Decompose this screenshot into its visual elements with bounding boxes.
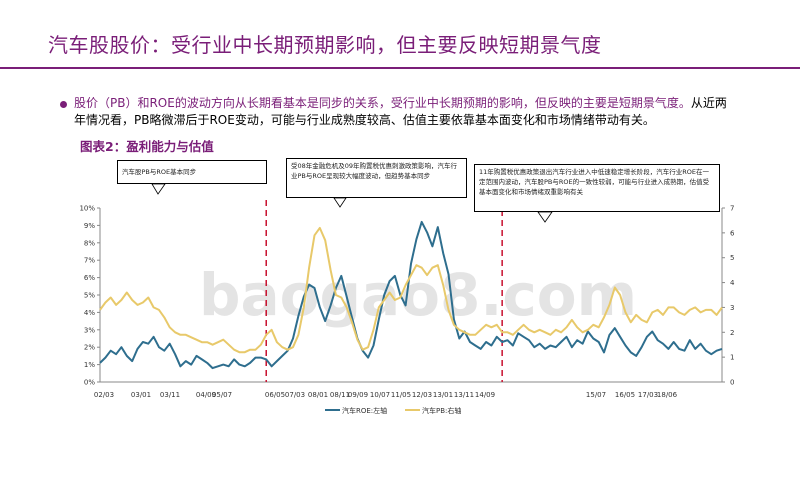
- callout-3-pointer: [537, 211, 553, 223]
- bullet-dot-icon: [60, 101, 67, 108]
- x-tick-label: 13/01: [433, 391, 453, 399]
- x-tick-label: 08/01: [308, 391, 328, 399]
- x-tick-label: 04/09: [196, 391, 216, 399]
- legend-pb-label: 汽车PB:右轴: [422, 406, 461, 415]
- y-left-tick-label: 10%: [79, 205, 95, 213]
- y-right-tick-label: 2: [730, 329, 734, 337]
- roe-series-line: [99, 220, 723, 370]
- y-left-tick-label: 0%: [84, 379, 95, 387]
- bullet-text: 股价（PB）和ROE的波动方向从长期看基本是同步的关系，受行业中长期预期的影响，…: [74, 95, 734, 129]
- y-left-tick-label: 4%: [84, 309, 95, 317]
- x-tick-label: 15/07: [586, 391, 606, 399]
- y-left-tick-label: 5%: [84, 292, 95, 300]
- callout-3: 11年购置税优惠政策退出汽车行业进入中低速稳定增长阶段，汽车行业ROE在一定范围…: [474, 164, 720, 212]
- x-tick-label: 13/11: [454, 391, 474, 399]
- y-right-tick-label: 1: [730, 354, 734, 362]
- y-left-tick-label: 3%: [84, 326, 95, 334]
- y-right-tick-label: 7: [730, 205, 734, 213]
- x-tick-label: 09/09: [348, 391, 368, 399]
- x-tick-label: 08/11: [330, 391, 350, 399]
- bullet-part1: 股价（PB）和ROE的波动方向从长期看基本是同步的关系，受行业中长期预期的影响，…: [74, 96, 691, 110]
- title-divider: [0, 67, 800, 69]
- y-left-tick-label: 8%: [84, 239, 95, 247]
- x-tick-label: 14/09: [475, 391, 495, 399]
- y-left-tick-label: 2%: [84, 344, 95, 352]
- y-left-tick-label: 7%: [84, 257, 95, 265]
- y-left-tick-label: 9%: [84, 222, 95, 230]
- callout-2: 受08年金融危机及09年购置税优惠刺激政策影响，汽车行业PB与ROE呈现较大幅度…: [286, 158, 467, 198]
- x-tick-label: 07/03: [285, 391, 305, 399]
- x-tick-label: 02/03: [94, 391, 114, 399]
- y-right-tick-label: 3: [730, 304, 734, 312]
- y-right-tick-label: 6: [730, 229, 735, 237]
- x-tick-label: 06/05: [265, 391, 285, 399]
- y-right-tick-label: 5: [730, 254, 734, 262]
- x-tick-label: 11/05: [391, 391, 411, 399]
- figure-label: 图表2：盈利能力与估值: [80, 139, 214, 154]
- bullet-part2: 从近两年情况看，PB略微滞后于ROE变动，可能与行业成熟度较高、估值主要依靠基本…: [74, 96, 727, 127]
- page-title: 汽车股股价：受行业中长期预期影响，但主要反映短期景气度: [48, 33, 602, 57]
- watermark: baogao8.com: [199, 261, 637, 329]
- y-left-tick-label: 1%: [84, 361, 95, 369]
- callout-1-pointer: [151, 183, 166, 195]
- x-tick-label: 03/01: [131, 391, 151, 399]
- callout-1: 汽车股PB与ROE基本同步: [117, 160, 267, 184]
- callout-2-pointer: [333, 197, 347, 208]
- x-tick-label: 03/11: [160, 391, 180, 399]
- y-right-tick-label: 4: [730, 279, 735, 287]
- pb-series-line: [99, 226, 723, 354]
- legend-roe-label: 汽车ROE:左轴: [342, 406, 387, 415]
- x-tick-label: 18/06: [657, 391, 678, 399]
- x-tick-label: 10/07: [370, 391, 390, 399]
- x-tick-label: 16/05: [615, 391, 635, 399]
- x-tick-label: 05/07: [212, 391, 232, 399]
- x-tick-label: 12/03: [412, 391, 432, 399]
- y-right-tick-label: 0: [730, 379, 734, 387]
- x-tick-label: 17/03: [638, 391, 658, 399]
- y-left-tick-label: 6%: [84, 274, 95, 282]
